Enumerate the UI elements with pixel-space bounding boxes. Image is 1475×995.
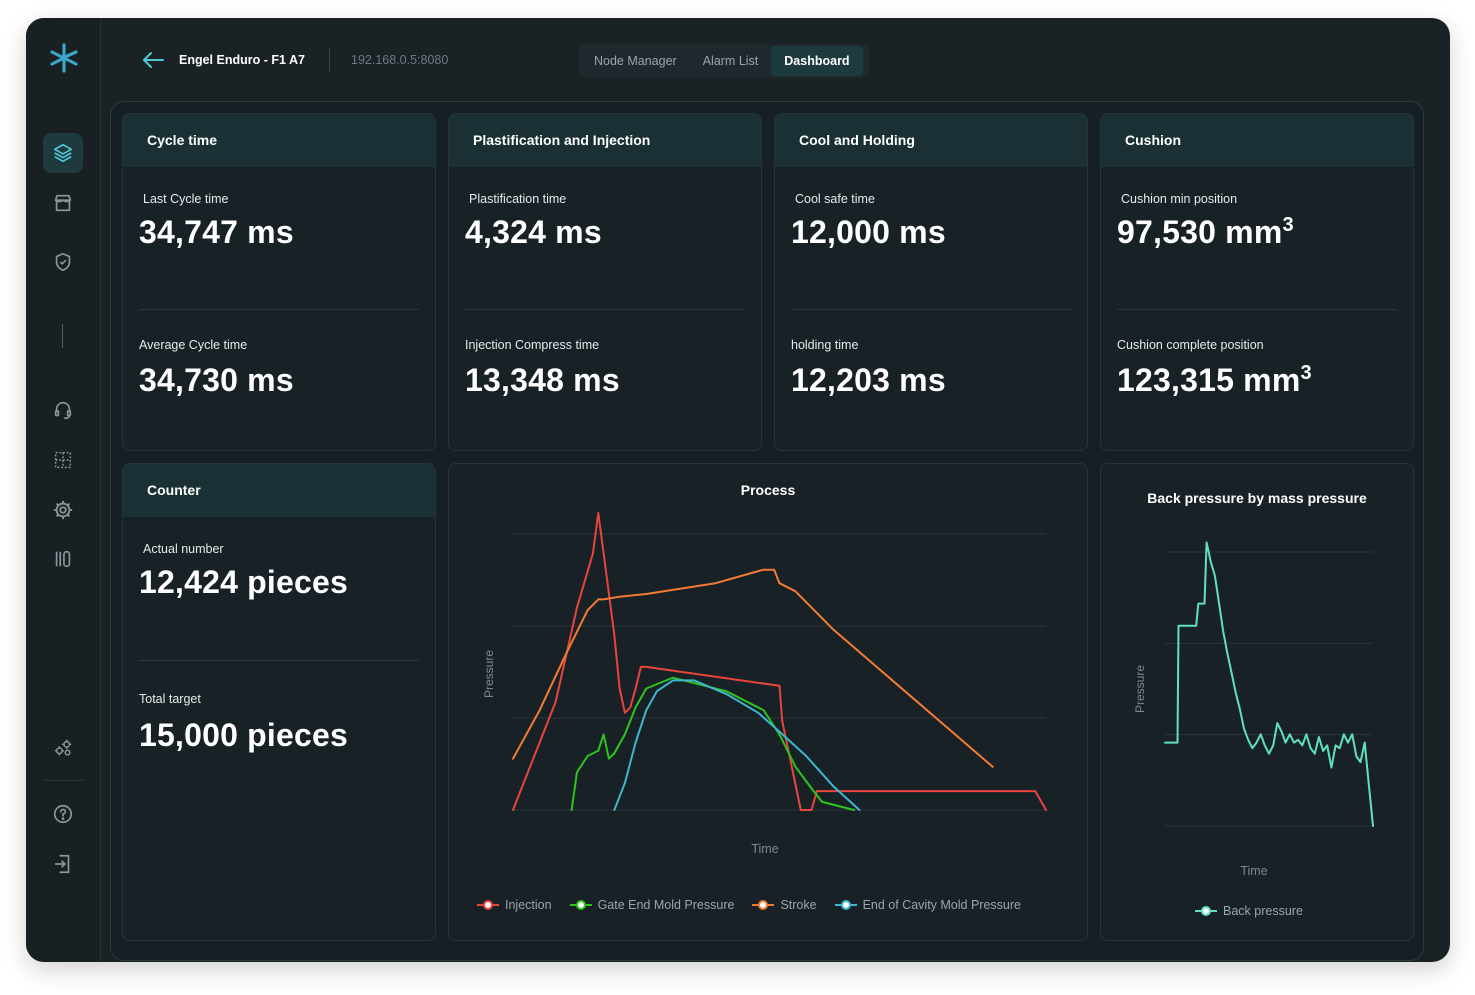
cushion-card: Cushion Cushion min position 97,530 mm3 … (1100, 113, 1414, 451)
series-line-0 (1164, 541, 1374, 827)
card-title: Cool and Holding (775, 114, 1087, 167)
back-pressure-legend: Back pressure (1195, 904, 1303, 918)
tab-node-manager[interactable]: Node Manager (594, 54, 677, 68)
legend-label: Injection (505, 898, 552, 912)
metric-label: Injection Compress time (465, 338, 600, 352)
legend-label: Back pressure (1223, 904, 1303, 918)
metric-value: 34,747 ms (139, 214, 294, 250)
legend-item[interactable]: End of Cavity Mold Pressure (834, 898, 1021, 912)
card-title: Plastification and Injection (449, 114, 761, 167)
series-line-2 (512, 568, 994, 768)
logout-icon[interactable] (43, 844, 83, 884)
legend-swatch (752, 899, 775, 911)
library-icon[interactable] (43, 539, 83, 579)
back-pressure-card: Back pressure by mass pressure Pressure T… (1100, 463, 1414, 941)
process-chart-card: Process Pressure Time Injection Gate End M… (448, 463, 1088, 941)
metric-divider (791, 309, 1071, 310)
metric-divider (1117, 309, 1397, 310)
app-logo (50, 43, 78, 73)
metric-divider (139, 309, 419, 310)
store-icon[interactable] (43, 183, 83, 223)
cycle-time-card: Cycle time Last Cycle time 34,747 ms Ave… (122, 113, 436, 451)
metric-label: Last Cycle time (143, 192, 229, 206)
metric-value: 13,348 ms (465, 362, 620, 398)
legend-label: Gate End Mold Pressure (597, 898, 735, 912)
metric-value: 15,000 pieces (139, 717, 348, 753)
legend-item[interactable]: Stroke (752, 898, 817, 912)
card-title: Counter (123, 464, 435, 517)
sidebar-divider-bottom (44, 780, 84, 781)
metric-value: 123,315 mm3 (1117, 362, 1312, 398)
metric-value: 12,424 pieces (139, 564, 348, 600)
users-cog-icon[interactable] (43, 728, 83, 768)
metric-label: Cushion min position (1121, 192, 1238, 206)
header-divider (329, 48, 330, 72)
metric-value: 97,530 mm3 (1117, 214, 1294, 250)
headset-icon[interactable] (43, 390, 83, 430)
metric-value: 34,730 ms (139, 362, 294, 398)
y-axis-label: Pressure (482, 650, 496, 698)
machine-name: Engel Enduro - F1 A7 (179, 53, 305, 67)
metric-value: 12,203 ms (791, 362, 946, 398)
help-icon[interactable] (43, 794, 83, 834)
legend-item[interactable]: Back pressure (1195, 904, 1303, 918)
shield-check-icon[interactable] (43, 242, 83, 282)
chart-title: Process (740, 482, 796, 498)
metric-value: 12,000 ms (791, 214, 946, 250)
series-line-0 (512, 512, 1047, 811)
series-line-1 (570, 676, 856, 811)
chart-title: Back pressure by mass pressure (1147, 490, 1367, 506)
legend-swatch (1195, 905, 1217, 917)
back-pressure-chart: Pressure Time (1133, 541, 1374, 878)
process-legend: Injection Gate End Mold Pressure Stroke End… (477, 898, 1021, 912)
metric-label: Plastification time (469, 192, 567, 206)
x-axis-label: Time (1240, 864, 1267, 878)
back-arrow-icon[interactable] (141, 50, 165, 70)
card-title: Cycle time (123, 114, 435, 167)
metric-value: 4,324 ms (465, 214, 602, 250)
cool-holding-card: Cool and Holding Cool safe time 12,000 m… (774, 113, 1088, 451)
metric-label: Cool safe time (795, 192, 875, 206)
tab-bar: Node Manager Alarm List Dashboard (579, 44, 869, 78)
legend-swatch (477, 899, 499, 911)
gear-cog-icon[interactable] (43, 490, 83, 530)
legend-item[interactable]: Gate End Mold Pressure (569, 898, 735, 912)
metric-label: Total target (139, 692, 201, 706)
layers-icon[interactable] (43, 133, 83, 173)
metric-label: holding time (791, 338, 859, 352)
counter-card: Counter Actual number 12,424 pieces Tota… (122, 463, 436, 941)
legend-label: End of Cavity Mold Pressure (862, 898, 1021, 912)
y-axis-label: Pressure (1133, 665, 1147, 713)
tab-alarm-list[interactable]: Alarm List (702, 54, 759, 68)
process-chart: Pressure Time (482, 512, 1047, 856)
grid-plus-icon[interactable] (43, 440, 83, 480)
metric-label: Cushion complete position (1117, 338, 1264, 352)
tab-dashboard[interactable]: Dashboard (771, 46, 863, 76)
metric-label: Average Cycle time (139, 338, 248, 352)
dashboard-content: Cycle time Last Cycle time 34,747 ms Ave… (110, 101, 1424, 961)
metric-divider (465, 309, 745, 310)
card-title: Cushion (1101, 114, 1413, 167)
plastification-card: Plastification and Injection Plastificat… (448, 113, 762, 451)
legend-label: Stroke (780, 898, 817, 912)
metric-label: Actual number (143, 542, 224, 556)
legend-item[interactable]: Injection (477, 898, 552, 912)
metric-divider (139, 660, 419, 661)
x-axis-label: Time (751, 842, 778, 856)
ip-address: 192.168.0.5:8080 (351, 53, 449, 67)
legend-swatch (569, 899, 592, 911)
sidebar-divider (62, 324, 63, 348)
legend-swatch (834, 899, 857, 911)
series-line-3 (613, 679, 861, 811)
app-window: Engel Enduro - F1 A7 192.168.0.5:8080 No… (26, 18, 1450, 962)
sidebar (26, 18, 101, 962)
